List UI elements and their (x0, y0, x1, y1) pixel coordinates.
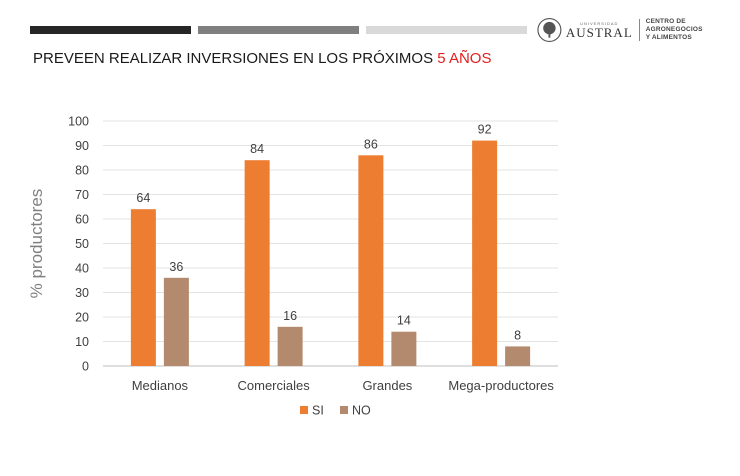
y-tick-label: 50 (75, 237, 89, 251)
logo-university-small: UNIVERSIDAD (580, 20, 619, 26)
y-tick-label: 0 (82, 360, 89, 374)
bar-no (277, 326, 303, 366)
bar-si (244, 160, 270, 366)
y-tick-label: 30 (75, 286, 89, 300)
header-bar-gray (198, 26, 359, 34)
bar-si (130, 209, 156, 366)
header-bar-light (366, 26, 527, 34)
data-label: 92 (478, 123, 492, 137)
data-label: 86 (364, 137, 378, 151)
y-tick-label: 40 (75, 262, 89, 276)
data-label: 36 (169, 260, 183, 274)
y-tick-label: 80 (75, 164, 89, 178)
bar-no (391, 331, 417, 366)
legend-swatch (300, 406, 308, 414)
data-label: 14 (397, 314, 411, 328)
legend-label: SI (312, 404, 324, 418)
y-tick-label: 90 (75, 139, 89, 153)
data-label: 16 (283, 309, 297, 323)
legend-label: NO (352, 404, 371, 418)
data-label: 84 (250, 142, 264, 156)
bar-no (505, 346, 531, 366)
y-tick-label: 100 (68, 115, 89, 129)
x-tick-label: Comerciales (238, 378, 311, 393)
bar-si (358, 155, 384, 366)
page-title-highlight: 5 AÑOS (437, 50, 492, 67)
bar-si (472, 140, 498, 366)
page-title: PREVEEN REALIZAR INVERSIONES EN LOS PRÓX… (33, 50, 491, 67)
x-tick-label: Medianos (132, 378, 189, 393)
logo-university-name: AUSTRAL (565, 24, 633, 40)
logo-center-line1: CENTRO DE AGRONEGOCIOS (645, 18, 703, 33)
data-label: 64 (136, 191, 150, 205)
bar-no (163, 277, 189, 366)
y-tick-label: 70 (75, 188, 89, 202)
data-label: 8 (514, 328, 521, 342)
university-logo: UNIVERSIDAD AUSTRAL CENTRO DE AGRONEGOCI… (537, 14, 740, 46)
y-tick-label: 20 (75, 311, 89, 325)
legend-swatch (340, 406, 348, 414)
y-tick-label: 10 (75, 335, 89, 349)
logo-divider (638, 19, 640, 41)
tree-seal-icon (537, 17, 562, 43)
logo-center-line2: Y ALIMENTOS (645, 34, 692, 41)
header-bar-dark (30, 26, 191, 34)
y-tick-label: 60 (75, 213, 89, 227)
y-axis-title: % productores (27, 189, 46, 299)
page-title-main: PREVEEN REALIZAR INVERSIONES EN LOS PRÓX… (33, 50, 438, 67)
x-tick-label: Mega-productores (448, 378, 554, 393)
x-tick-label: Grandes (362, 378, 412, 393)
